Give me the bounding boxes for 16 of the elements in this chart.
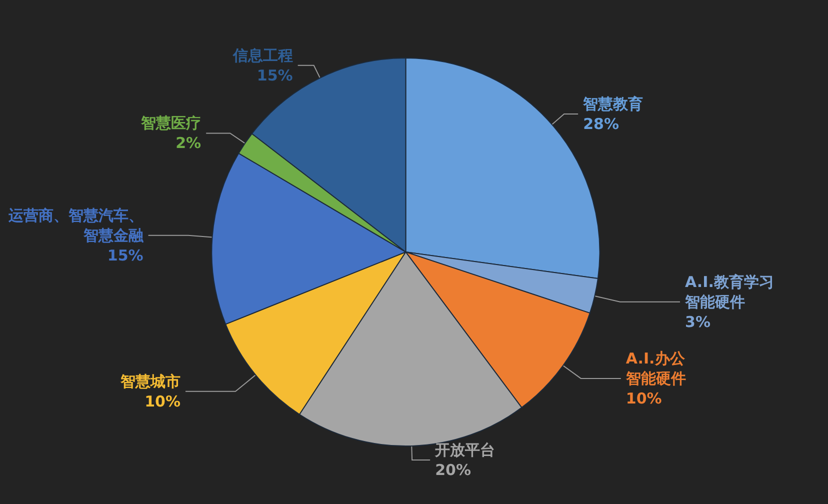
slice-label: 智慧教育 [582,95,644,114]
data-label: 15% [256,66,293,84]
data-label: 28% [583,115,619,134]
slice-label: 开放平台 [434,440,496,459]
slice-label: 智慧城市 [119,372,180,390]
slice-label: 运营商、智慧汽车、智慧金融 [7,206,144,244]
slice-label: 智慧医疗 [140,114,202,132]
slice-label: A.I.教育学习智能硬件 [684,272,774,311]
data-label: 15% [107,246,144,264]
data-label: 10% [626,389,662,408]
data-label: 3% [685,312,710,331]
data-label: 20% [435,460,471,479]
slice-label: A.I.办公智能硬件 [624,349,686,388]
data-label: 2% [176,134,202,152]
data-label: 10% [144,392,180,410]
slice-label: 信息工程 [232,46,293,64]
